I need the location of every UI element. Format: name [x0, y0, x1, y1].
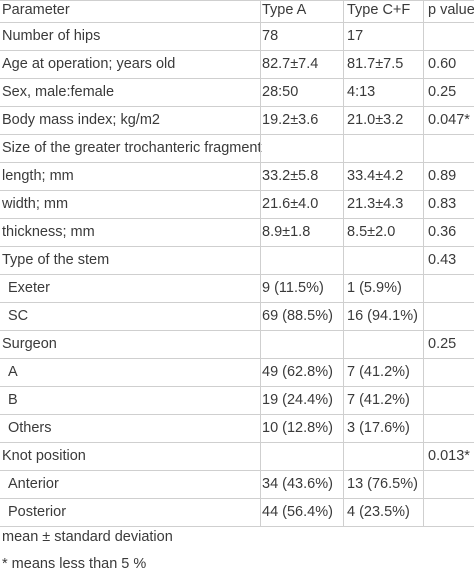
row-label: Exeter — [8, 280, 50, 296]
type-cf-value: 7 (41.2%) — [343, 387, 427, 414]
table-row: Age at operation; years old 82.7±7.4 81.7±… — [0, 51, 474, 79]
type-cf-value: 4 (23.5%) — [343, 499, 427, 526]
row-label: Number of hips — [2, 28, 101, 44]
type-cf-value: 13 (76.5%) — [343, 471, 427, 498]
p-value — [423, 415, 474, 442]
type-a-value: 78 — [260, 23, 344, 50]
table-row: Others 10 (12.8%) 3 (17.6%) — [0, 415, 474, 443]
type-a-value: 21.6±4.0 — [260, 191, 344, 218]
table-row: Posterior 44 (56.4%) 4 (23.5%) — [0, 499, 474, 527]
p-value: 0.047* — [423, 107, 474, 134]
type-a-value: 10 (12.8%) — [260, 415, 344, 442]
type-a-value — [260, 247, 344, 274]
row-label: Others — [8, 420, 52, 436]
table-row: Body mass index; kg/m2 19.2±3.6 21.0±3.2 0.… — [0, 107, 474, 135]
type-a-value: 9 (11.5%) — [260, 275, 344, 302]
row-label: Age at operation; years old — [2, 56, 176, 72]
header-type-cf: Type C+F — [343, 1, 427, 22]
table-row: SC 69 (88.5%) 16 (94.1%) — [0, 303, 474, 331]
row-label: thickness; mm — [2, 224, 95, 240]
type-cf-value: 17 — [343, 23, 427, 50]
type-a-value — [260, 135, 344, 162]
table-row: Type of the stem 0.43 — [0, 247, 474, 275]
row-label: Knot position — [2, 448, 86, 464]
row-label: Surgeon — [2, 336, 57, 352]
row-label: Size of the greater trochanteric fragmen… — [2, 140, 262, 156]
table-header-row: Parameter Type A Type C+F p value — [0, 1, 474, 23]
type-a-value: 8.9±1.8 — [260, 219, 344, 246]
p-value — [423, 303, 474, 330]
p-value: 0.83 — [423, 191, 474, 218]
table-row: B 19 (24.4%) 7 (41.2%) — [0, 387, 474, 415]
row-label: SC — [8, 308, 29, 324]
note-mean-sd: mean ± standard deviation — [2, 529, 173, 545]
header-parameter: Parameter — [2, 2, 70, 18]
type-a-value: 33.2±5.8 — [260, 163, 344, 190]
type-a-value: 69 (88.5%) — [260, 303, 344, 330]
type-cf-value — [343, 135, 427, 162]
p-value: 0.25 — [423, 331, 474, 358]
type-cf-value — [343, 443, 427, 470]
table-row: A 49 (62.8%) 7 (41.2%) — [0, 359, 474, 387]
type-a-value — [260, 443, 344, 470]
row-label: Type of the stem — [2, 252, 110, 268]
row-label: A — [8, 364, 18, 380]
table-row: Size of the greater trochanteric fragmen… — [0, 135, 474, 163]
data-table: Parameter Type A Type C+F p value Number… — [0, 0, 474, 527]
p-value — [423, 387, 474, 414]
p-value — [423, 359, 474, 386]
table-row: width; mm 21.6±4.0 21.3±4.3 0.83 — [0, 191, 474, 219]
p-value: 0.36 — [423, 219, 474, 246]
p-value: 0.25 — [423, 79, 474, 106]
type-cf-value: 1 (5.9%) — [343, 275, 427, 302]
type-cf-value — [343, 331, 427, 358]
type-cf-value: 81.7±7.5 — [343, 51, 427, 78]
table-row: length; mm 33.2±5.8 33.4±4.2 0.89 — [0, 163, 474, 191]
p-value: 0.013* — [423, 443, 474, 470]
note-significance: * means less than 5 % — [2, 556, 147, 572]
type-cf-value: 7 (41.2%) — [343, 359, 427, 386]
p-value: 0.89 — [423, 163, 474, 190]
type-cf-value — [343, 247, 427, 274]
type-a-value: 34 (43.6%) — [260, 471, 344, 498]
type-cf-value: 8.5±2.0 — [343, 219, 427, 246]
table-row: Anterior 34 (43.6%) 13 (76.5%) — [0, 471, 474, 499]
type-cf-value: 4:13 — [343, 79, 427, 106]
table-row: Number of hips 78 17 — [0, 23, 474, 51]
row-label: Sex, male:female — [2, 84, 115, 100]
type-a-value: 49 (62.8%) — [260, 359, 344, 386]
row-label: Posterior — [8, 504, 67, 520]
type-cf-value: 21.0±3.2 — [343, 107, 427, 134]
p-value — [423, 499, 474, 526]
type-a-value: 19.2±3.6 — [260, 107, 344, 134]
table-body: Number of hips 78 17 Age at operation; year… — [0, 23, 474, 527]
row-label: Anterior — [8, 476, 59, 492]
p-value: 0.43 — [423, 247, 474, 274]
row-label: width; mm — [2, 196, 69, 212]
table-row: Knot position 0.013* — [0, 443, 474, 471]
type-cf-value: 3 (17.6%) — [343, 415, 427, 442]
row-label: length; mm — [2, 168, 74, 184]
type-a-value: 82.7±7.4 — [260, 51, 344, 78]
type-a-value: 19 (24.4%) — [260, 387, 344, 414]
header-type-a: Type A — [260, 1, 344, 22]
type-a-value: 28:50 — [260, 79, 344, 106]
type-cf-value: 21.3±4.3 — [343, 191, 427, 218]
type-a-value — [260, 331, 344, 358]
p-value: 0.60 — [423, 51, 474, 78]
row-label: B — [8, 392, 18, 408]
p-value — [423, 135, 474, 162]
table-row: thickness; mm 8.9±1.8 8.5±2.0 0.36 — [0, 219, 474, 247]
table-row: Sex, male:female 28:50 4:13 0.25 — [0, 79, 474, 107]
p-value — [423, 23, 474, 50]
row-label: Body mass index; kg/m2 — [2, 112, 160, 128]
p-value — [423, 471, 474, 498]
header-p-value: p value — [423, 1, 474, 22]
table-row: Exeter 9 (11.5%) 1 (5.9%) — [0, 275, 474, 303]
type-cf-value: 16 (94.1%) — [343, 303, 427, 330]
table-row: Surgeon 0.25 — [0, 331, 474, 359]
type-a-value: 44 (56.4%) — [260, 499, 344, 526]
p-value — [423, 275, 474, 302]
type-cf-value: 33.4±4.2 — [343, 163, 427, 190]
